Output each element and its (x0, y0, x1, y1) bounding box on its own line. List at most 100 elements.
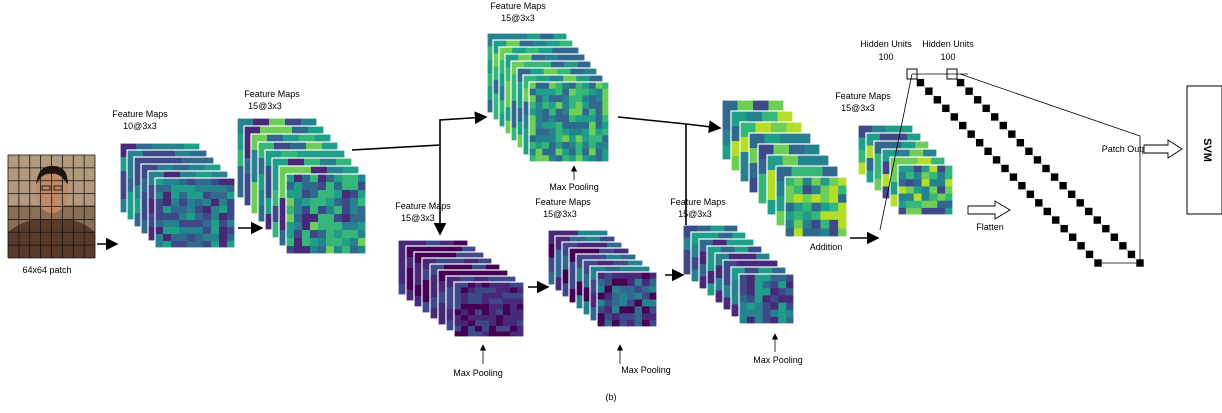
map-cell (171, 199, 179, 206)
map-cell (556, 109, 563, 116)
map-cell (642, 293, 650, 300)
map-cell (318, 214, 326, 222)
map-cell (294, 198, 302, 206)
map-cell (475, 315, 482, 321)
map-cell (785, 228, 794, 237)
map-cell (475, 299, 482, 305)
map-cell (529, 95, 536, 102)
map-cell (576, 122, 583, 129)
unit (1042, 165, 1050, 173)
map-cell (937, 165, 945, 172)
map-cell (642, 272, 650, 279)
map-cell (286, 238, 294, 246)
map-cell (475, 282, 482, 288)
map-cell (556, 115, 563, 122)
map-cell (286, 174, 294, 182)
map-cell (576, 95, 583, 102)
map-cell (211, 192, 219, 199)
map-cell (286, 230, 294, 238)
map-cell (334, 190, 342, 198)
map-cell (582, 135, 589, 142)
map-cell (794, 177, 803, 186)
map-cell (596, 122, 603, 129)
map-cell (219, 213, 227, 220)
unit (1119, 242, 1127, 250)
map-cell (326, 246, 334, 254)
map-cell (576, 149, 583, 156)
map-cell (529, 155, 536, 162)
map-cell (334, 206, 342, 214)
map-cell (510, 304, 517, 310)
map-cell (294, 238, 302, 246)
map-cell (794, 194, 803, 203)
map-cell (326, 190, 334, 198)
map-cell (562, 155, 569, 162)
map-cell (529, 142, 536, 149)
map-cell (286, 246, 294, 254)
map-cell (582, 129, 589, 136)
map-cell (482, 293, 489, 299)
map-cell (650, 286, 658, 293)
map-cell (468, 288, 475, 294)
map-cell (542, 142, 549, 149)
map-cell (302, 238, 310, 246)
map-cell (203, 199, 211, 206)
map-cell (582, 102, 589, 109)
map-cell (510, 293, 517, 299)
map-cell (755, 317, 763, 324)
map-cell (778, 295, 786, 302)
map-cell (211, 213, 219, 220)
map-cell (820, 220, 829, 229)
map-cell (155, 220, 163, 227)
map-cell (922, 179, 930, 186)
map-cell (898, 165, 906, 172)
map-cell (468, 293, 475, 299)
map-cell (342, 174, 350, 182)
map-cell (496, 293, 503, 299)
map-cell (454, 321, 461, 327)
map-cell (475, 321, 482, 327)
map-cell (937, 179, 945, 186)
map-cell (468, 282, 475, 288)
map-cell (937, 186, 945, 193)
map-cell (596, 82, 603, 89)
map-cell (171, 227, 179, 234)
map-cell (536, 109, 543, 116)
map-cell (163, 199, 171, 206)
map-cell (755, 310, 763, 317)
map-cell (838, 211, 847, 220)
map-cell (945, 172, 953, 179)
unit (1043, 207, 1051, 215)
map-cell (812, 228, 821, 237)
map-cell (171, 192, 179, 199)
page: { "input": {"label": "64x64 patch"}, "la… (0, 0, 1222, 413)
map-cell (549, 149, 556, 156)
map-cell (589, 89, 596, 96)
map-cell (334, 214, 342, 222)
feature-maps (120, 33, 953, 337)
unit (925, 87, 933, 95)
map-cell (922, 194, 930, 201)
map-cell (187, 178, 195, 185)
map-cell (602, 109, 609, 116)
map-cell (163, 206, 171, 213)
map-cell (602, 135, 609, 142)
map-cell (358, 246, 366, 254)
map-cell (350, 190, 358, 198)
map-cell (569, 109, 576, 116)
map-cell (556, 82, 563, 89)
map-cell (536, 89, 543, 96)
map-cell (489, 315, 496, 321)
map-cell (211, 220, 219, 227)
map-cell (803, 211, 812, 220)
map-cell (602, 155, 609, 162)
map-cell (945, 179, 953, 186)
layer-title: Feature Maps (535, 197, 591, 207)
unit (1102, 225, 1110, 233)
map-cell (542, 129, 549, 136)
map-cell (596, 135, 603, 142)
map-cell (171, 234, 179, 241)
map-cell (536, 115, 543, 122)
map-cell (612, 286, 620, 293)
map-cell (468, 304, 475, 310)
